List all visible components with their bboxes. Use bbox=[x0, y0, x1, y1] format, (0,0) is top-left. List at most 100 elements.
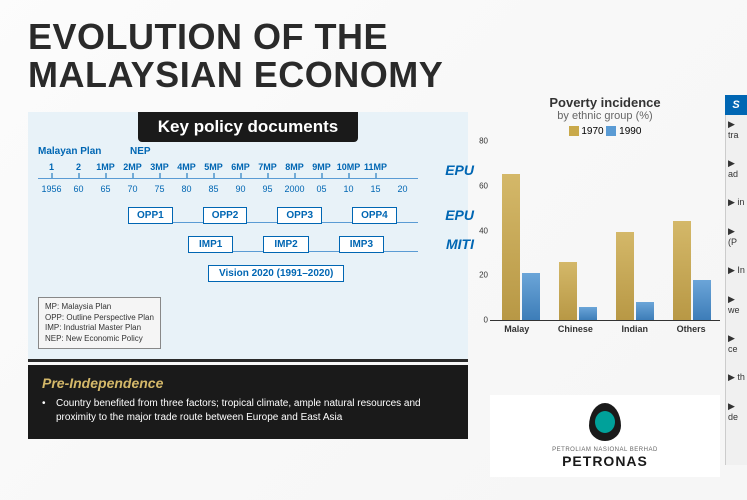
mp-item: 5MP bbox=[200, 162, 227, 172]
year-tick: 15 bbox=[362, 184, 389, 194]
chart-subtitle: by ethnic group (%) bbox=[490, 110, 720, 122]
cutoff-fragment: ▶ (P bbox=[728, 226, 745, 247]
bar-group bbox=[502, 174, 540, 320]
vision-2020: Vision 2020 (1991–2020) bbox=[208, 265, 344, 282]
opp-item: OPP3 bbox=[277, 207, 322, 224]
bars bbox=[492, 141, 720, 320]
opp-item: OPP2 bbox=[203, 207, 248, 224]
year-tick: 85 bbox=[200, 184, 227, 194]
x-label: Malay bbox=[504, 324, 529, 334]
x-label: Indian bbox=[622, 324, 649, 334]
vision-row: Vision 2020 (1991–2020) bbox=[208, 265, 458, 282]
cutoff-fragment: ▶ we bbox=[728, 294, 745, 315]
year-tick: 60 bbox=[65, 184, 92, 194]
agency-epu-1: EPU bbox=[445, 162, 474, 178]
petronas-name: PETRONAS bbox=[498, 453, 712, 469]
poverty-chart: Poverty incidence by ethnic group (%) 19… bbox=[490, 95, 720, 335]
bar-group bbox=[616, 232, 654, 320]
legend-label: 1970 bbox=[579, 126, 607, 137]
cutoff-fragment: ▶ tra bbox=[728, 119, 745, 140]
imp-item: IMP3 bbox=[339, 236, 384, 253]
year-tick: 90 bbox=[227, 184, 254, 194]
mp-item: 2MP bbox=[119, 162, 146, 172]
cutoff-fragment: ▶ th bbox=[728, 372, 745, 383]
x-label: Chinese bbox=[558, 324, 593, 334]
legend-swatch bbox=[569, 126, 579, 136]
cutoff-fragment: ▶ in bbox=[728, 197, 745, 208]
year-axis: 19566065707580859095200005101520 bbox=[38, 184, 458, 194]
year-tick: 20 bbox=[389, 184, 416, 194]
y-tick: 20 bbox=[479, 271, 488, 280]
year-tick: 2000 bbox=[281, 184, 308, 194]
bar bbox=[616, 232, 634, 320]
mp-item: 11MP bbox=[362, 162, 389, 172]
legend-label: 1990 bbox=[616, 126, 641, 137]
y-tick: 60 bbox=[479, 181, 488, 190]
y-tick: 40 bbox=[479, 226, 488, 235]
legend-line: OPP: Outline Perspective Plan bbox=[45, 313, 154, 323]
mp-row: 121MP2MP3MP4MP5MP6MP7MP8MP9MP10MP11MP bbox=[38, 162, 458, 172]
legend-line: NEP: New Economic Policy bbox=[45, 334, 154, 344]
year-tick: 95 bbox=[254, 184, 281, 194]
x-label: Others bbox=[677, 324, 706, 334]
legend-line: IMP: Industrial Master Plan bbox=[45, 323, 154, 333]
mp-item: 7MP bbox=[254, 162, 281, 172]
cutoff-fragment: ▶ ce bbox=[728, 333, 745, 354]
pre-independence-section: Pre-Independence Country benefited from … bbox=[28, 365, 468, 439]
chart-title: Poverty incidence bbox=[490, 95, 720, 110]
opp-item: OPP4 bbox=[352, 207, 397, 224]
opp-item: OPP1 bbox=[128, 207, 173, 224]
mp-item: 1MP bbox=[92, 162, 119, 172]
timeline-hline-mp bbox=[38, 178, 418, 179]
imp-row: IMP1 IMP2 IMP3 bbox=[188, 236, 458, 253]
year-tick: 75 bbox=[146, 184, 173, 194]
mp-item: 1 bbox=[38, 162, 65, 172]
mp-item: 2 bbox=[65, 162, 92, 172]
page-title: EVOLUTION OF THEMALAYSIAN ECONOMY bbox=[28, 18, 443, 94]
malayan-plan-label: Malayan Plan bbox=[38, 146, 101, 157]
bar bbox=[693, 280, 711, 321]
cutoff-fragment: ▶ In bbox=[728, 265, 745, 276]
bar bbox=[502, 174, 520, 320]
mp-item: 3MP bbox=[146, 162, 173, 172]
petronas-logo-icon bbox=[585, 403, 625, 443]
bar bbox=[673, 221, 691, 320]
nep-label: NEP bbox=[130, 146, 151, 157]
bar-group bbox=[559, 262, 597, 321]
chart-legend: 1970 1990 bbox=[490, 126, 720, 137]
y-tick: 0 bbox=[484, 316, 488, 325]
bar bbox=[579, 307, 597, 321]
agency-miti: MITI bbox=[446, 236, 474, 252]
year-tick: 80 bbox=[173, 184, 200, 194]
legend-line: MP: Malaysia Plan bbox=[45, 302, 154, 312]
timeline-legend: MP: Malaysia PlanOPP: Outline Perspectiv… bbox=[38, 297, 161, 349]
timeline-body: Malayan Plan NEP 121MP2MP3MP4MP5MP6MP7MP… bbox=[28, 142, 468, 357]
year-tick: 70 bbox=[119, 184, 146, 194]
bar bbox=[522, 273, 540, 320]
mp-item: 9MP bbox=[308, 162, 335, 172]
pre-independence-text: Country benefited from three factors; tr… bbox=[42, 397, 454, 425]
year-tick: 65 bbox=[92, 184, 119, 194]
timeline-panel: Key policy documents Malayan Plan NEP 12… bbox=[28, 112, 468, 362]
petronas-sponsor: PETROLIAM NASIONAL BERHAD PETRONAS bbox=[490, 395, 720, 477]
opp-row: OPP1 OPP2 OPP3 OPP4 bbox=[128, 207, 458, 224]
cutoff-fragment: ▶ de bbox=[728, 401, 745, 422]
x-axis-labels: Malay Chinese Indian Others bbox=[490, 324, 720, 334]
chart-area: 020406080 bbox=[490, 141, 720, 321]
bar bbox=[559, 262, 577, 321]
bar bbox=[636, 302, 654, 320]
y-axis: 020406080 bbox=[472, 141, 490, 320]
y-tick: 80 bbox=[479, 137, 488, 146]
timeline-header: Key policy documents bbox=[138, 112, 358, 142]
agency-epu-2: EPU bbox=[445, 207, 474, 223]
mp-item: 4MP bbox=[173, 162, 200, 172]
imp-item: IMP2 bbox=[263, 236, 308, 253]
mp-item: 10MP bbox=[335, 162, 362, 172]
right-cutoff-header: S bbox=[725, 95, 747, 115]
right-cutoff-text: ▶ tra ▶ ad ▶ in ▶ (P ▶ In ▶ we ▶ ce ▶ th ▶ de bbox=[725, 115, 747, 465]
mp-item: 6MP bbox=[227, 162, 254, 172]
year-tick: 05 bbox=[308, 184, 335, 194]
mp-item: 8MP bbox=[281, 162, 308, 172]
cutoff-fragment: ▶ ad bbox=[728, 158, 745, 179]
imp-item: IMP1 bbox=[188, 236, 233, 253]
